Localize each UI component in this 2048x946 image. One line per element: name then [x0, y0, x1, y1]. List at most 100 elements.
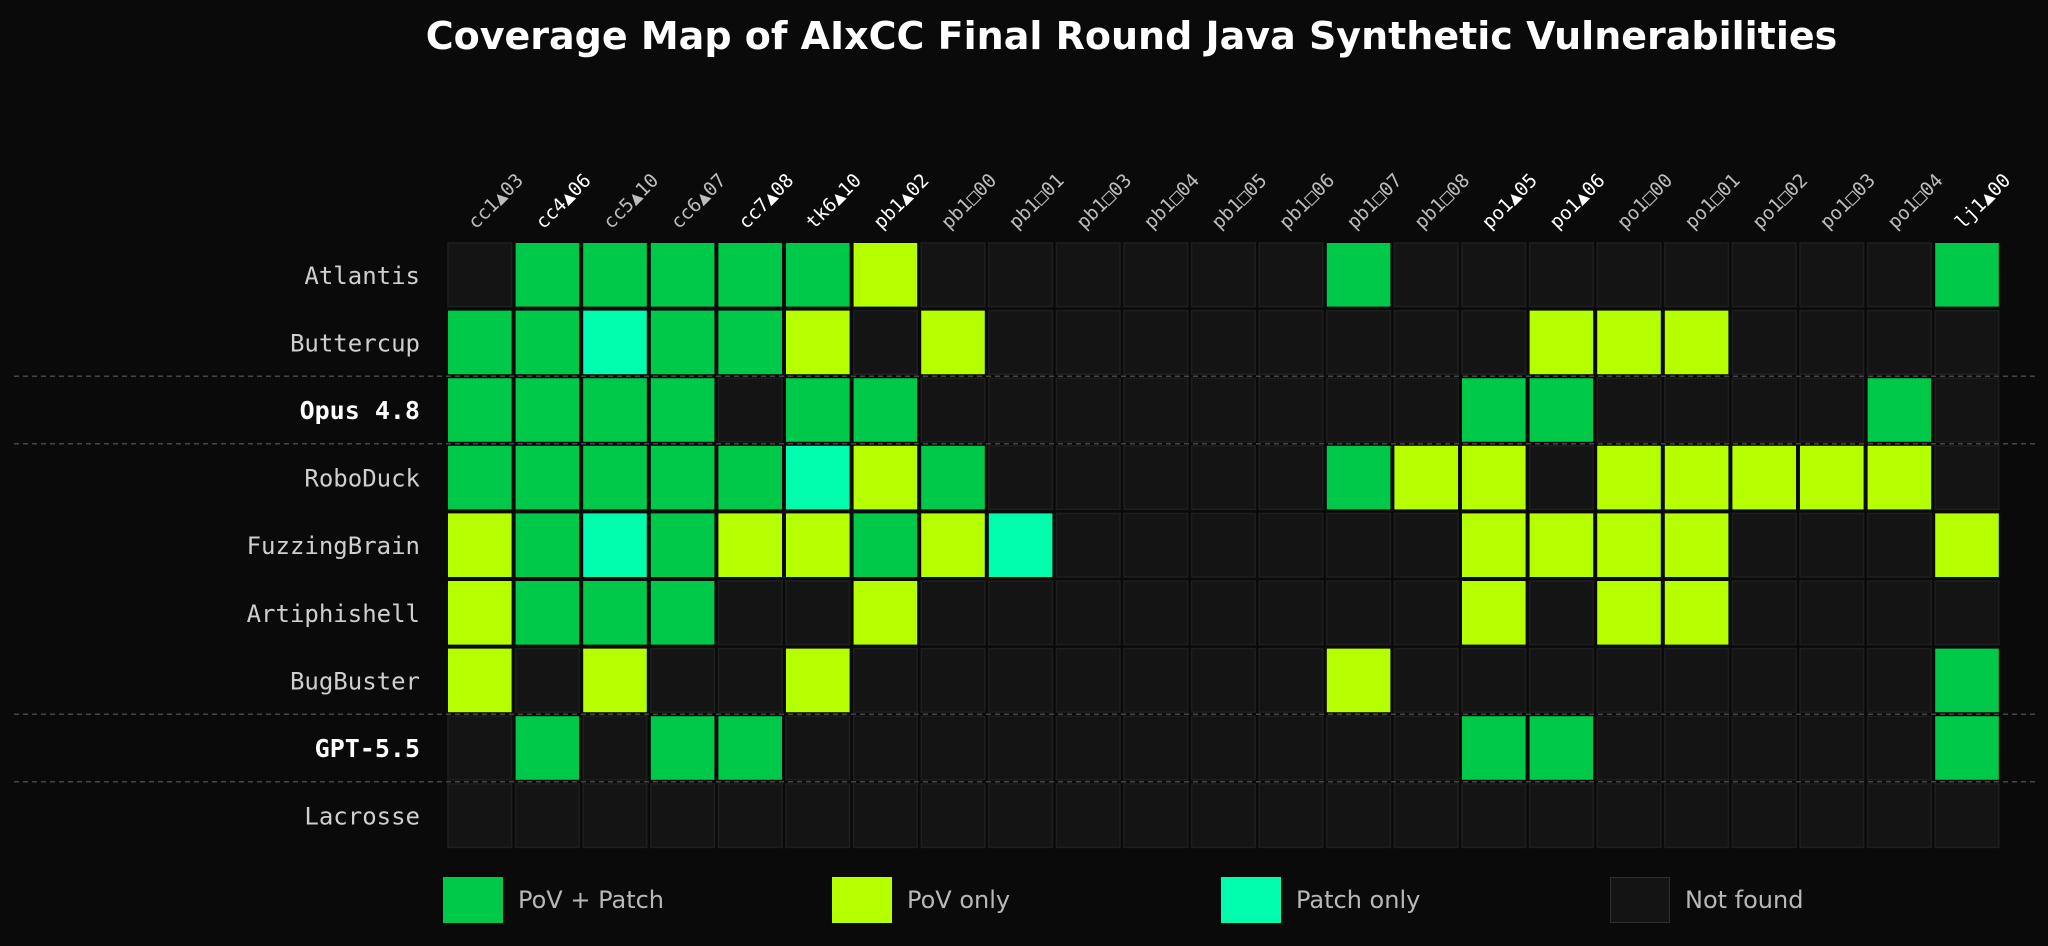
- heatmap-cell-artiphishell-10: [1055, 580, 1121, 646]
- heatmap-cell-buttercup-19: [1664, 310, 1729, 375]
- heatmap-cell-lacrosse-21: [1799, 783, 1865, 849]
- heatmap-cell-buttercup-1: [448, 310, 512, 375]
- legend-item-pov-only: PoV only: [832, 876, 1010, 924]
- column-label-23: lj1▲00: [1951, 169, 2015, 233]
- heatmap-cell-bugbuster-10: [1055, 647, 1121, 713]
- heatmap-cell-buttercup-5: [718, 310, 782, 375]
- heatmap-cell-bugbuster-4: [650, 647, 716, 713]
- heatmap-cell-lacrosse-4: [650, 783, 716, 849]
- heatmap-cell-fuzzingbrain-15: [1393, 512, 1459, 578]
- heatmap-cell-atlantis-22: [1866, 242, 1932, 308]
- heatmap-cell-atlantis-4: [650, 243, 715, 307]
- heatmap-cell-buttercup-3: [583, 310, 647, 375]
- heatmap-cell-bugbuster-22: [1866, 647, 1932, 713]
- heatmap-cell-artiphishell-8: [920, 580, 986, 646]
- column-label-15: pb1□08: [1410, 169, 1474, 233]
- heatmap-cell-fuzzingbrain-1: [448, 513, 512, 577]
- heatmap-cell-atlantis-23: [1935, 243, 1999, 307]
- heatmap-cell-artiphishell-6: [785, 580, 851, 646]
- row-label-lacrosse: Lacrosse: [304, 803, 420, 831]
- column-label-14: pb1□07: [1343, 169, 1407, 233]
- heatmap-cell-roboduck-4: [650, 445, 715, 510]
- heatmap-cell-buttercup-8: [921, 310, 985, 375]
- heatmap-cell-artiphishell-1: [448, 581, 512, 645]
- heatmap-cell-opus-4-8-20: [1731, 377, 1797, 443]
- heatmap-cell-opus-4-8-9: [988, 377, 1054, 443]
- heatmap-cell-buttercup-16: [1461, 309, 1527, 375]
- heatmap-cell-opus-4-8-18: [1596, 377, 1662, 443]
- heatmap-cell-gpt-5-5-14: [1326, 715, 1392, 781]
- heatmap-cell-roboduck-22: [1867, 445, 1932, 510]
- legend-item-pov-patch: PoV + Patch: [443, 876, 664, 924]
- heatmap-cell-atlantis-3: [583, 243, 647, 307]
- heatmap-cell-opus-4-8-23: [1934, 377, 2000, 443]
- heatmap-cell-opus-4-8-21: [1799, 377, 1865, 443]
- column-label-5: cc7▲08: [734, 169, 798, 233]
- heatmap-cell-artiphishell-13: [1258, 580, 1324, 646]
- heatmap-cell-artiphishell-15: [1393, 580, 1459, 646]
- heatmap-cell-bugbuster-21: [1799, 647, 1865, 713]
- heatmap-cell-fuzzingbrain-16: [1462, 513, 1526, 577]
- legend-label-pov-patch: PoV + Patch: [518, 886, 665, 914]
- heatmap-cell-artiphishell-21: [1799, 580, 1865, 646]
- heatmap-cell-lacrosse-16: [1461, 783, 1527, 849]
- heatmap-cell-artiphishell-7: [853, 581, 918, 645]
- heatmap-cell-bugbuster-6: [786, 648, 850, 713]
- row-label-bugbuster: BugBuster: [290, 667, 420, 695]
- column-label-11: pb1□04: [1140, 169, 1204, 233]
- heatmap-cell-lacrosse-6: [785, 783, 851, 849]
- column-label-8: pb1□00: [937, 169, 1001, 233]
- heatmap-cell-fuzzingbrain-11: [1123, 512, 1189, 578]
- heatmap-cell-roboduck-20: [1732, 445, 1796, 510]
- heatmap-cell-atlantis-15: [1393, 242, 1459, 308]
- heatmap-cell-roboduck-6: [786, 445, 850, 510]
- heatmap-cell-buttercup-11: [1123, 309, 1189, 375]
- heatmap-cell-artiphishell-12: [1190, 580, 1256, 646]
- heatmap-cell-gpt-5-5-8: [920, 715, 986, 781]
- heatmap-cell-roboduck-8: [921, 445, 985, 510]
- heatmap-cell-lacrosse-14: [1326, 783, 1392, 849]
- column-label-16: po1▲05: [1478, 169, 1542, 233]
- row-label-roboduck: RoboDuck: [304, 465, 420, 493]
- heatmap-cell-gpt-5-5-1: [447, 715, 513, 781]
- heatmap-cell-lacrosse-18: [1596, 783, 1662, 849]
- heatmap-cell-atlantis-10: [1055, 242, 1121, 308]
- heatmap-cell-opus-4-8-13: [1258, 377, 1324, 443]
- column-label-20: po1□02: [1748, 169, 1812, 233]
- column-label-12: pb1□05: [1207, 169, 1271, 233]
- legend-item-not-found: Not found: [1610, 876, 1803, 924]
- heatmap-cell-buttercup-4: [650, 310, 715, 375]
- heatmap-cell-atlantis-12: [1190, 242, 1256, 308]
- heatmap-cell-bugbuster-13: [1258, 647, 1324, 713]
- heatmap-cell-artiphishell-17: [1528, 580, 1594, 646]
- heatmap-cell-bugbuster-7: [852, 647, 918, 713]
- heatmap-cell-buttercup-12: [1190, 309, 1256, 375]
- heatmap-cell-atlantis-13: [1258, 242, 1324, 308]
- legend-label-pov-only: PoV only: [907, 886, 1011, 914]
- heatmap-cell-opus-4-8-11: [1123, 377, 1189, 443]
- heatmap-cell-lacrosse-22: [1866, 783, 1932, 849]
- heatmap-cell-buttercup-21: [1799, 309, 1865, 375]
- heatmap-cell-bugbuster-14: [1326, 648, 1391, 713]
- heatmap-cell-roboduck-11: [1123, 445, 1189, 511]
- heatmap-cell-fuzzingbrain-21: [1799, 512, 1865, 578]
- heatmap-cell-fuzzingbrain-6: [786, 513, 850, 577]
- heatmap-cell-opus-4-8-10: [1055, 377, 1121, 443]
- heatmap-cell-atlantis-17: [1528, 242, 1594, 308]
- legend-item-patch-only: Patch only: [1221, 876, 1420, 924]
- heatmap-cell-atlantis-6: [786, 243, 850, 307]
- heatmap-cell-lacrosse-23: [1934, 783, 2000, 849]
- heatmap-cell-artiphishell-9: [988, 580, 1054, 646]
- heatmap-cell-opus-4-8-3: [583, 378, 647, 442]
- heatmap-cell-lacrosse-7: [852, 783, 918, 849]
- legend-label-not-found: Not found: [1685, 886, 1804, 914]
- heatmap-cell-buttercup-10: [1055, 309, 1121, 375]
- heatmap-cell-lacrosse-19: [1664, 783, 1730, 849]
- heatmap-cell-opus-4-8-6: [786, 378, 850, 442]
- heatmap-cell-fuzzingbrain-17: [1529, 513, 1594, 577]
- heatmap-cell-bugbuster-9: [988, 647, 1054, 713]
- row-label-opus-4-8: Opus 4.8: [300, 396, 420, 425]
- heatmap-cell-roboduck-12: [1190, 445, 1256, 511]
- heatmap-cell-atlantis-7: [853, 243, 918, 307]
